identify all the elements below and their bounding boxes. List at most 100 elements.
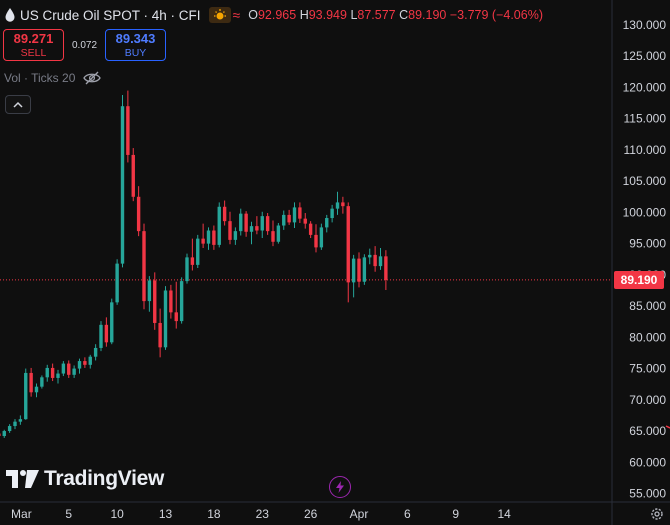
y-tick-label: 75.000 [629, 362, 666, 376]
candle-body [45, 367, 49, 378]
candle-body [56, 373, 60, 378]
candle-body [368, 254, 372, 258]
last-price-tag: 89.190 [614, 270, 664, 289]
candle-body [72, 368, 76, 375]
candle-body [378, 256, 383, 267]
y-tick-label: 85.000 [629, 299, 666, 313]
tradingview-logo-icon [6, 470, 39, 488]
candle-body [271, 231, 275, 242]
y-tick-label: 70.000 [629, 393, 666, 407]
candle-body [206, 230, 211, 244]
candle-body [88, 356, 92, 365]
change-value: −3.779 (−4.06%) [449, 8, 543, 22]
candle-body [292, 207, 297, 223]
right-edge-marker [665, 425, 670, 429]
candle-body [330, 208, 334, 219]
symbol-title[interactable]: US Crude Oil SPOT · 4h · CFI [20, 7, 201, 23]
lightning-icon[interactable] [329, 476, 351, 498]
sell-label: SELL [20, 47, 47, 59]
y-tick-label: 130.000 [623, 18, 667, 32]
close-label: C [399, 8, 409, 22]
candle-body [233, 231, 238, 240]
candle-body [287, 214, 291, 223]
candle-body [282, 214, 286, 226]
candle-body [346, 206, 350, 283]
symbol-header: US Crude Oil SPOT · 4h · CFI ≈ O92.965 H… [4, 4, 543, 26]
candle-body [185, 257, 189, 282]
candle-body [169, 290, 173, 313]
candle-body [260, 216, 264, 231]
candle-body [104, 324, 109, 343]
tradingview-logo[interactable]: TradingView [6, 467, 164, 491]
candle-body [325, 218, 329, 228]
y-tick-label: 60.000 [629, 455, 666, 469]
candle-body [67, 363, 71, 375]
candle-body [7, 426, 12, 432]
time-axis[interactable]: Mar 5 10 13 18 23 26 Apr 6 9 14 [11, 507, 511, 521]
low-label: L [350, 8, 358, 22]
candle-body [341, 202, 345, 207]
candle-body [18, 419, 23, 422]
x-tick-label: 13 [159, 507, 173, 521]
candle-body [110, 302, 114, 343]
candle-body [120, 106, 125, 264]
candle-body [239, 213, 243, 232]
x-tick-label: 6 [404, 507, 411, 521]
x-tick-label: 14 [497, 507, 511, 521]
y-tick-label: 125.000 [623, 49, 667, 63]
collapse-indicators-button[interactable] [5, 95, 31, 114]
candle-body [93, 347, 98, 357]
buy-button[interactable]: 89.343 BUY [105, 29, 166, 61]
candle-body [50, 367, 55, 378]
candle-body [265, 216, 270, 232]
candle-body [196, 238, 200, 265]
candle-body [163, 290, 168, 348]
brand-name: TradingView [44, 467, 165, 490]
eye-off-icon[interactable] [83, 71, 102, 85]
open-label: O [248, 8, 258, 22]
candle-body [314, 234, 318, 248]
candle-body [136, 196, 141, 232]
x-tick-label: 18 [207, 507, 221, 521]
candle-body [13, 421, 17, 427]
candle-body [201, 238, 205, 244]
x-tick-label: Apr [350, 507, 369, 521]
candle-body [142, 231, 146, 302]
wave-icon: ≈ [232, 7, 241, 23]
sell-price: 89.271 [13, 31, 54, 46]
settings-gear-icon[interactable] [650, 507, 664, 521]
candle-body [61, 363, 66, 374]
candle-body [24, 372, 28, 420]
y-tick-label: 105.000 [623, 174, 667, 188]
x-tick-label: Mar [11, 507, 32, 521]
candle-body [373, 254, 377, 267]
x-tick-label: 26 [304, 507, 318, 521]
candle-body [2, 431, 6, 437]
buy-price: 89.343 [115, 31, 156, 46]
x-tick-label: 10 [110, 507, 124, 521]
volume-indicator[interactable]: Vol · Ticks 20 [4, 71, 102, 85]
candle-body [174, 312, 178, 322]
y-tick-label: 100.000 [623, 205, 667, 219]
candle-body [131, 154, 135, 197]
candle-body [384, 256, 388, 280]
y-tick-label: 65.000 [629, 424, 666, 438]
y-tick-label: 115.000 [624, 112, 667, 126]
candle-body [298, 207, 302, 219]
y-tick-label: 80.000 [629, 330, 666, 344]
candle-body [190, 257, 195, 265]
volume-indicator-label: Vol · Ticks 20 [4, 71, 76, 85]
buy-label: BUY [124, 47, 147, 59]
y-tick-label: 95.000 [629, 237, 666, 251]
candle-body [222, 206, 227, 222]
candle-body [77, 361, 82, 369]
price-axis[interactable]: 55.000 60.000 65.000 70.000 75.000 80.000 85.0… [623, 18, 667, 501]
bolt-glyph-icon [336, 481, 344, 493]
close-value: 89.190 [408, 8, 447, 22]
spread-value: 0.072 [72, 40, 98, 51]
sell-button[interactable]: 89.271 SELL [3, 29, 64, 61]
open-value: 92.965 [257, 8, 297, 22]
x-tick-label: 5 [65, 507, 72, 521]
